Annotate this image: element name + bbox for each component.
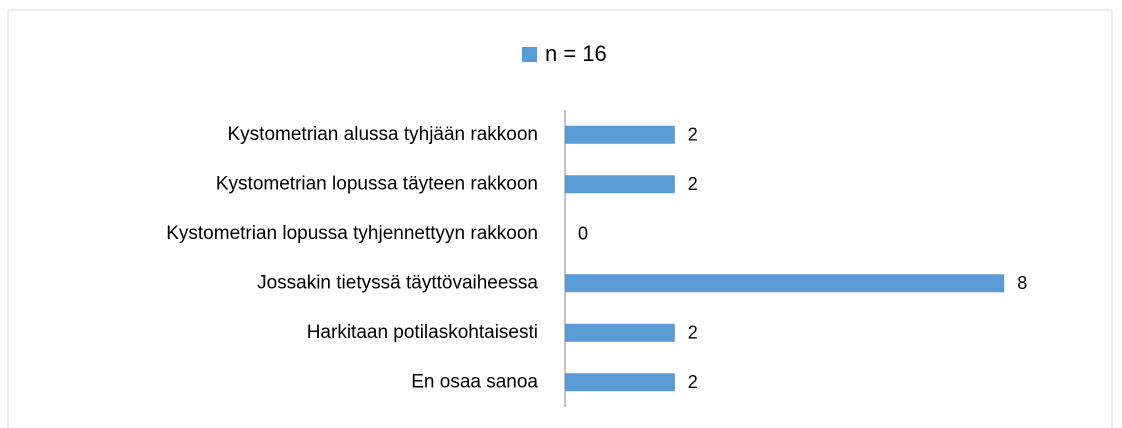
bar bbox=[565, 323, 675, 342]
y-tick-label: Kystometrian lopussa täyteen rakkoon bbox=[216, 173, 538, 194]
chart-frame bbox=[7, 9, 1113, 428]
data-label: 2 bbox=[688, 323, 698, 343]
data-label: 8 bbox=[1017, 273, 1027, 293]
y-tick-label: En osaa sanoa bbox=[411, 371, 538, 392]
data-label: 0 bbox=[578, 224, 588, 244]
data-label: 2 bbox=[688, 125, 698, 145]
y-tick-label: Jossakin tietyssä täyttövaiheessa bbox=[257, 272, 538, 293]
bar bbox=[565, 274, 1005, 293]
bar bbox=[565, 373, 675, 392]
bar bbox=[565, 175, 675, 194]
data-label: 2 bbox=[688, 372, 698, 392]
legend-label: n = 16 bbox=[545, 41, 607, 66]
data-label: 2 bbox=[688, 174, 698, 194]
y-tick-label: Kystometrian lopussa tyhjennettyyn rakko… bbox=[166, 223, 538, 244]
bar bbox=[565, 125, 675, 144]
y-tick-label: Kystometrian alussa tyhjään rakkoon bbox=[228, 124, 539, 145]
y-tick-label: Harkitaan potilaskohtaisesti bbox=[307, 322, 538, 343]
legend-swatch bbox=[522, 47, 537, 62]
